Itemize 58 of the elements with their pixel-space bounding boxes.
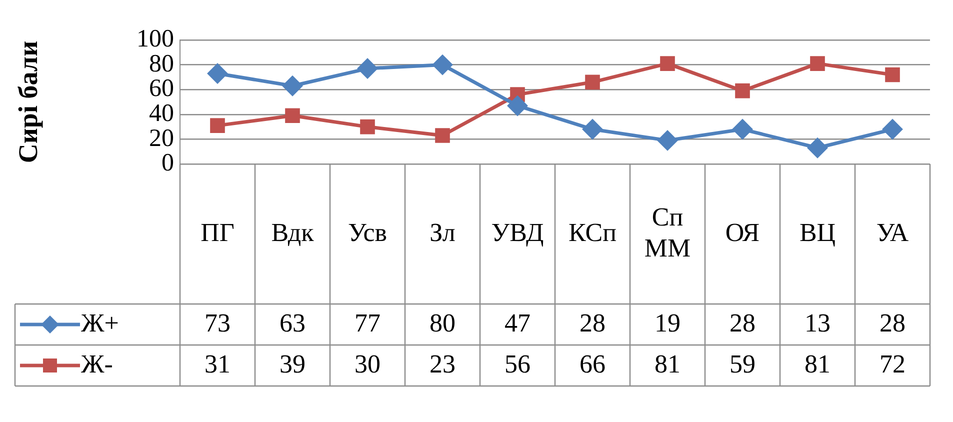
point	[358, 58, 378, 78]
data-label: 39	[280, 349, 306, 378]
x-tick-label: Усв	[348, 218, 388, 247]
point	[208, 64, 228, 84]
data-label: 13	[804, 308, 830, 338]
x-tick-label: Зл	[430, 218, 456, 247]
data-label: 63	[280, 308, 306, 338]
y-tick-label: 20	[149, 124, 174, 152]
point	[508, 96, 528, 116]
y-tick-label: 0	[162, 150, 174, 177]
point	[658, 130, 678, 150]
point	[660, 56, 675, 71]
point	[210, 118, 225, 133]
point	[885, 67, 900, 82]
legend-label: Ж-	[81, 349, 113, 378]
point	[810, 56, 825, 71]
x-tick-label: СпММ	[644, 202, 691, 262]
data-label: 30	[354, 349, 380, 378]
data-label: 80	[430, 308, 456, 338]
data-label: 77	[354, 308, 380, 338]
y-axis-title: Сирі бали	[13, 40, 44, 164]
data-label: 73	[204, 308, 230, 338]
y-tick-label: 60	[149, 75, 174, 102]
point	[732, 120, 752, 140]
point	[435, 128, 450, 143]
y-tick-label: 40	[149, 100, 174, 127]
y-tick-label: 100	[136, 26, 174, 53]
x-tick-label: Вдк	[271, 218, 314, 247]
y-tick-label: 80	[149, 50, 174, 78]
data-label: 72	[880, 349, 906, 378]
x-tick-label: ВЦ	[799, 218, 836, 247]
x-tick-label: ОЯ	[725, 218, 760, 247]
data-label: 28	[580, 308, 606, 338]
legend-label: Ж+	[81, 308, 119, 338]
data-label: 59	[730, 349, 756, 378]
point	[582, 120, 602, 140]
point	[735, 83, 750, 98]
data-label: 81	[804, 349, 830, 378]
point	[285, 108, 300, 124]
data-label: 19	[654, 308, 680, 338]
data-label: 28	[880, 308, 906, 338]
point	[585, 74, 600, 90]
point	[360, 119, 375, 134]
data-label: 66	[580, 349, 606, 378]
point	[808, 138, 828, 158]
x-tick-label: ПГ	[200, 218, 234, 247]
point	[282, 76, 302, 96]
x-tick-label: УВД	[491, 218, 544, 247]
data-label: 31	[204, 349, 230, 378]
data-label: 56	[504, 349, 530, 378]
x-tick-label: КСп	[568, 218, 617, 247]
point	[432, 55, 452, 75]
point	[882, 120, 902, 140]
data-label: 47	[504, 308, 530, 338]
data-label: 23	[430, 349, 456, 378]
data-label: 81	[654, 349, 680, 378]
data-label: 28	[730, 308, 756, 338]
x-tick-label: УА	[876, 218, 909, 247]
